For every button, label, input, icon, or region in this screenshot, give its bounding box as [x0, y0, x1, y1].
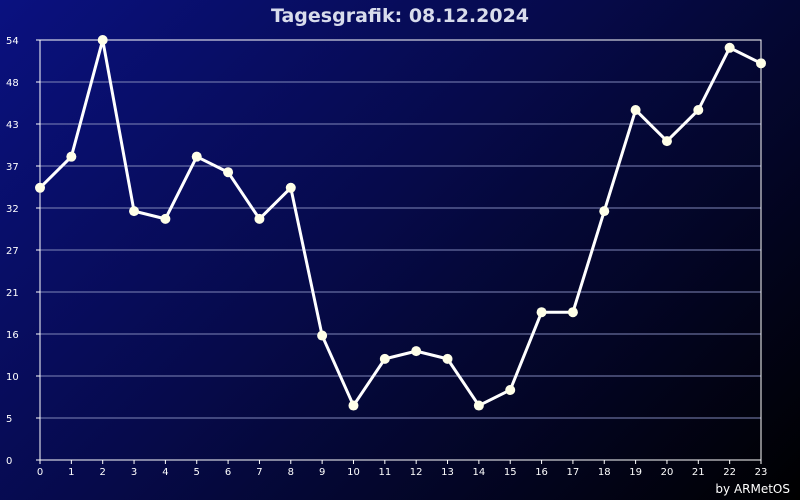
- data-point: [411, 346, 422, 357]
- data-point: [724, 42, 735, 53]
- x-tick-label: 19: [629, 467, 642, 478]
- data-point: [756, 58, 766, 69]
- data-point: [97, 35, 108, 45]
- x-tick-label: 14: [473, 467, 486, 478]
- x-tick-label: 6: [225, 467, 231, 478]
- x-tick-label: 22: [723, 467, 736, 478]
- x-tick-label: 2: [100, 467, 106, 478]
- x-tick-label: 9: [319, 467, 325, 478]
- data-point: [442, 353, 453, 364]
- x-tick-label: 21: [692, 467, 705, 478]
- x-tick-label: 4: [162, 467, 168, 478]
- y-tick-label: 27: [6, 246, 19, 257]
- x-tick-label: 20: [661, 467, 674, 478]
- y-tick-label: 21: [6, 288, 19, 299]
- y-tick-label: 43: [6, 120, 19, 131]
- y-tick-label: 54: [6, 36, 19, 47]
- y-tick-label: 0: [6, 456, 12, 467]
- x-tick-label: 10: [347, 467, 360, 478]
- x-tick-label: 12: [410, 467, 423, 478]
- x-tick-label: 3: [131, 467, 137, 478]
- y-tick-label: 10: [6, 372, 19, 383]
- data-point: [661, 136, 672, 147]
- data-point: [536, 307, 547, 318]
- x-tick-label: 7: [256, 467, 262, 478]
- data-point: [66, 151, 77, 162]
- y-tick-label: 5: [6, 414, 12, 425]
- data-point: [160, 213, 171, 224]
- y-tick-label: 37: [6, 162, 19, 173]
- data-point: [191, 151, 202, 162]
- data-point: [505, 385, 516, 395]
- data-point: [473, 400, 484, 411]
- x-tick-label: 17: [567, 467, 580, 478]
- series-line: [38, 38, 762, 408]
- data-point: [254, 213, 265, 224]
- data-point: [317, 330, 328, 341]
- plot-frame: [39, 39, 762, 461]
- data-point: [630, 105, 641, 115]
- x-tick-label: 11: [378, 467, 391, 478]
- data-point: [693, 105, 704, 115]
- x-tick-label: 23: [755, 467, 768, 478]
- data-point: [35, 182, 45, 193]
- x-tick-label: 8: [288, 467, 294, 478]
- x-tick-label: 1: [68, 467, 74, 478]
- data-point: [567, 307, 578, 318]
- data-point: [223, 167, 234, 178]
- data-point: [129, 206, 140, 217]
- x-tick-label: 18: [598, 467, 611, 478]
- x-tick-label: 0: [37, 467, 43, 478]
- data-point: [348, 400, 359, 411]
- data-point: [599, 206, 610, 217]
- data-point: [379, 353, 390, 364]
- x-tick-label: 15: [504, 467, 517, 478]
- chart-title: Tagesgrafik: 08.12.2024: [270, 5, 530, 27]
- y-tick-label: 16: [6, 330, 19, 341]
- x-tick-label: 13: [441, 467, 454, 478]
- data-point: [285, 182, 296, 193]
- x-tick-label: 16: [535, 467, 548, 478]
- y-tick-label: 32: [6, 204, 19, 215]
- x-tick-label: 5: [194, 467, 200, 478]
- y-tick-label: 48: [6, 78, 19, 89]
- credit-label: by ARMetOS: [715, 482, 790, 496]
